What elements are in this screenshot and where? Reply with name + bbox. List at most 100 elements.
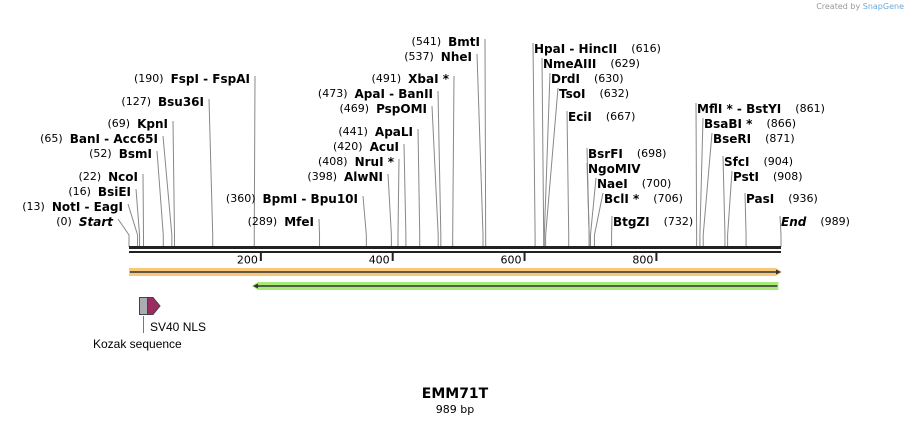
enzyme-site-bseri[interactable]: BseRI (871): [713, 132, 795, 146]
enzyme-site-fspi-fspai[interactable]: (190) FspI - FspAI: [134, 72, 250, 86]
enzyme-name: BpmI - Bpu10I: [262, 192, 358, 206]
enzyme-name: PasI: [746, 192, 775, 206]
enzyme-site-naei[interactable]: NaeI (700): [597, 177, 671, 191]
enzyme-site-nrui[interactable]: (408) NruI *: [318, 155, 394, 169]
enzyme-name: NruI *: [354, 155, 394, 169]
site-position: (0): [56, 215, 72, 228]
cut-site-line: [695, 102, 698, 247]
forward-arrowhead-icon: [776, 269, 781, 275]
sv40-nls-feature: [147, 297, 161, 315]
site-position: (127): [121, 95, 151, 108]
cut-site-line: [253, 75, 256, 247]
enzyme-name: BsaBI *: [704, 117, 753, 131]
enzyme-name: NcoI: [108, 170, 138, 184]
cut-site-line: [437, 90, 442, 247]
enzyme-site-hpai-hincii[interactable]: HpaI - HincII (616): [534, 42, 661, 56]
enzyme-site-bcli[interactable]: BclI * (706): [604, 192, 683, 206]
cut-site-line: [541, 57, 545, 247]
site-position: (698): [636, 147, 667, 160]
enzyme-name: PspOMI: [376, 102, 427, 116]
site-position: (52): [89, 147, 112, 160]
enzyme-name: AlwNI: [344, 170, 383, 184]
enzyme-site-xbai[interactable]: (491) XbaI *: [372, 72, 449, 86]
cut-site-line: [417, 128, 421, 247]
ruler-tick: [655, 253, 658, 261]
cut-site-line: [727, 170, 733, 247]
enzyme-site-ngomiv[interactable]: NgoMIV: [588, 162, 655, 176]
enzyme-site-bsiei[interactable]: (16) BsiEI: [68, 185, 131, 199]
enzyme-site-nmeaiii[interactable]: NmeAIII (629): [543, 57, 640, 71]
enzyme-site-btgzi[interactable]: BtgZI (732): [613, 215, 693, 229]
site-position: (989): [820, 215, 850, 228]
enzyme-name: NmeAIII: [543, 57, 597, 71]
enzyme-name: Bsu36I: [158, 95, 204, 109]
enzyme-site-tsoi[interactable]: TsoI (632): [559, 87, 629, 101]
enzyme-site-apai-banii[interactable]: (473) ApaI - BanII: [318, 87, 433, 101]
enzyme-name: FspI - FspAI: [170, 72, 250, 86]
reverse-arrowhead-icon: [252, 283, 258, 289]
site-position: (706): [653, 192, 683, 205]
feature-label-kozak[interactable]: Kozak sequence: [93, 337, 182, 351]
site-position: (360): [225, 192, 256, 205]
cut-site-line: [162, 135, 173, 247]
enzyme-site-acui[interactable]: (420) AcuI: [333, 140, 399, 154]
cut-site-line: [318, 218, 321, 247]
site-position: (473): [317, 87, 348, 100]
cut-site-line: [362, 195, 367, 247]
enzyme-name: BmtI: [448, 35, 480, 49]
enzyme-site-pasi[interactable]: PasI (936): [746, 192, 818, 206]
ruler-tick: [523, 253, 526, 261]
cut-site-line: [532, 42, 536, 247]
enzyme-site-ncoi[interactable]: (22) NcoI: [79, 170, 138, 184]
enzyme-site-bsmi[interactable]: (52) BsmI: [89, 147, 152, 161]
enzyme-name: AcuI: [369, 140, 399, 154]
site-position: (541): [411, 35, 442, 48]
enzyme-name: ApaLI: [374, 125, 413, 139]
kozak-feature: [139, 297, 148, 315]
enzyme-site-mfei[interactable]: (289) MfeI: [248, 215, 314, 229]
cut-site-line: [208, 98, 214, 247]
enzyme-site-pspomi[interactable]: (469) PspOMI: [339, 102, 427, 116]
enzyme-site-end[interactable]: End (989): [781, 215, 850, 229]
enzyme-site-bani-acc65i[interactable]: (65) BanI - Acc65I: [40, 132, 158, 146]
ruler-tick-label: 200: [236, 253, 258, 267]
enzyme-site-start[interactable]: (0) Start: [56, 215, 113, 229]
enzyme-name: HpaI - HincII: [534, 42, 618, 56]
enzyme-name: BanI - Acc65I: [69, 132, 158, 146]
enzyme-name: BseRI: [713, 132, 752, 146]
cut-site-line: [117, 218, 130, 247]
enzyme-site-ecii[interactable]: EciI (667): [568, 110, 635, 124]
enzyme-site-psti[interactable]: PstI (908): [733, 170, 803, 184]
enzyme-site-nhei[interactable]: (537) NheI: [404, 50, 472, 64]
cut-site-line: [127, 203, 139, 247]
cut-site-line: [589, 177, 597, 247]
enzyme-site-apali[interactable]: (441) ApaLI: [338, 125, 413, 139]
site-position: (69): [107, 117, 131, 130]
enzyme-site-sfci[interactable]: SfcI (904): [724, 155, 793, 169]
map-title: EMM71T: [421, 386, 489, 402]
feature-label-sv40-nls[interactable]: SV40 NLS: [150, 320, 207, 334]
site-position: (908): [772, 170, 803, 183]
enzyme-name: BclI *: [604, 192, 640, 206]
enzyme-site-bsrfi[interactable]: BsrFI (698): [588, 147, 666, 161]
enzyme-site-mfli-bstyi[interactable]: MflI * - BstYI (861): [697, 102, 825, 116]
enzyme-site-bsu36i[interactable]: (127) Bsu36I: [121, 95, 204, 109]
site-position: (420): [332, 140, 363, 153]
site-position: (616): [631, 42, 661, 55]
site-position: (700): [641, 177, 672, 190]
enzyme-site-bsabi[interactable]: BsaBI * (866): [704, 117, 796, 131]
enzyme-site-bmti[interactable]: (541) BmtI: [412, 35, 480, 49]
enzyme-site-drdi[interactable]: DrdI (630): [551, 72, 624, 86]
enzyme-site-noti-eagi[interactable]: (13) NotI - EagI: [22, 200, 123, 214]
enzyme-site-kpni[interactable]: (69) KpnI: [108, 117, 169, 131]
snapgene-credit: Created by SnapGene: [816, 2, 904, 11]
enzyme-name: EciI: [568, 110, 592, 124]
enzyme-site-bpmi-bpu10i[interactable]: (360) BpmI - Bpu10I: [226, 192, 358, 206]
site-position: (629): [610, 57, 640, 70]
sequence-length: 989 bp: [435, 403, 475, 416]
site-position: (904): [763, 155, 794, 168]
enzyme-name: BtgZI: [613, 215, 650, 229]
cut-site-line: [135, 188, 141, 247]
enzyme-site-alwni[interactable]: (398) AlwNI: [307, 170, 383, 184]
site-position: (398): [307, 170, 337, 183]
